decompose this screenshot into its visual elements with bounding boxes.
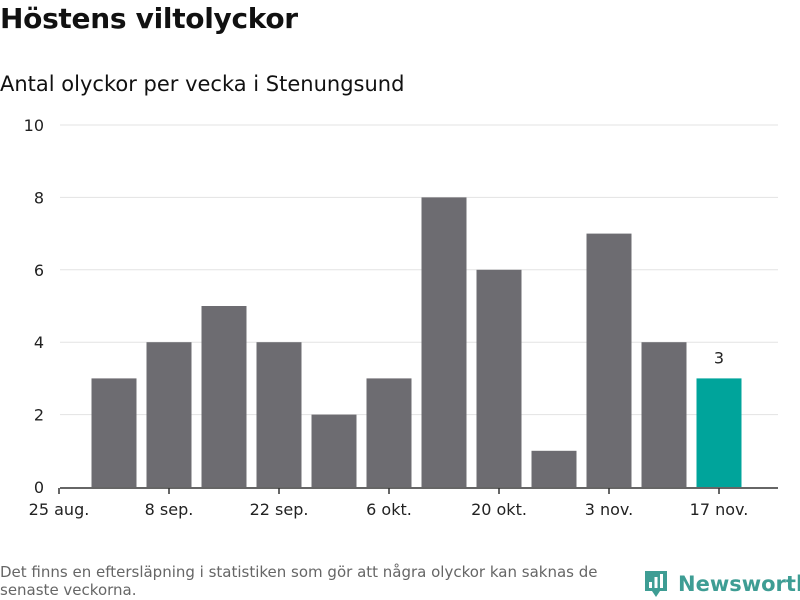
brand-name: Newsworthy <box>678 572 800 596</box>
bar <box>476 269 522 487</box>
bar <box>146 342 192 487</box>
bar <box>91 378 137 487</box>
chart-title: Höstens viltolyckor <box>0 2 298 35</box>
bar <box>256 342 302 487</box>
y-tick-label: 4 <box>34 333 44 352</box>
chart-subtitle: Antal olyckor per vecka i Stenungsund <box>0 72 405 96</box>
bar <box>641 342 687 487</box>
bar <box>586 233 632 487</box>
bar <box>366 378 412 487</box>
y-tick-label: 2 <box>34 406 44 425</box>
x-tick-label: 17 nov. <box>690 500 749 519</box>
bar <box>311 414 357 487</box>
bar <box>421 197 467 487</box>
x-tick-label: 20 okt. <box>471 500 527 519</box>
x-tick-label: 3 nov. <box>585 500 634 519</box>
y-tick-label: 6 <box>34 261 44 280</box>
bar <box>201 306 247 487</box>
bar-chart-speech-bubble-icon <box>645 571 667 597</box>
y-tick-label: 0 <box>34 478 44 497</box>
x-tick-label: 22 sep. <box>250 500 309 519</box>
x-tick-label: 6 okt. <box>366 500 412 519</box>
y-tick-label: 10 <box>24 116 44 135</box>
x-tick-label: 8 sep. <box>145 500 194 519</box>
bar-highlight <box>696 378 742 487</box>
footnote: Det finns en eftersläpning i statistiken… <box>0 563 598 599</box>
brand-logo: Newsworthy <box>643 569 800 599</box>
y-tick-label: 8 <box>34 188 44 207</box>
bar-data-label: 3 <box>714 348 724 367</box>
bar <box>531 450 577 487</box>
x-tick-label: 25 aug. <box>29 500 90 519</box>
